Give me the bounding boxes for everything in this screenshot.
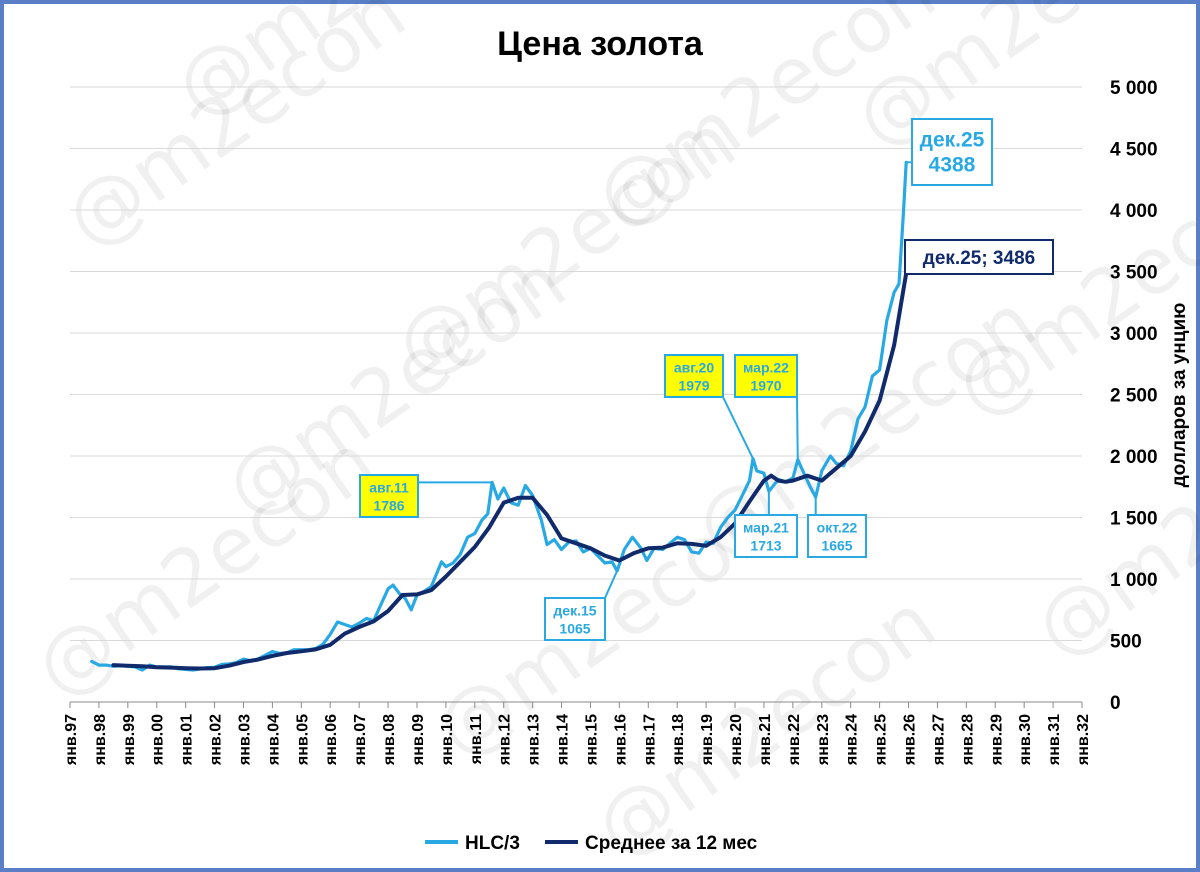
callout-leader bbox=[722, 396, 754, 460]
x-tick-label: янв.17 bbox=[641, 714, 658, 766]
callout-leader bbox=[604, 570, 618, 599]
legend: HLC/3 Среднее за 12 мес bbox=[425, 833, 758, 854]
x-tick-label: янв.07 bbox=[352, 714, 369, 766]
x-tick-label: янв.11 bbox=[468, 714, 485, 765]
x-tick-label: янв.14 bbox=[555, 714, 572, 766]
x-tick-label: янв.19 bbox=[699, 714, 716, 766]
y-tick-labels: 0 500 1 000 1 500 2 000 2 500 3 000 3 500 4 000 4… bbox=[1110, 78, 1158, 714]
y-tick-label: 0 bbox=[1110, 693, 1121, 714]
callout-value: 1665 bbox=[821, 538, 852, 554]
y-axis-label: долларов за унцию bbox=[1169, 303, 1190, 488]
callout-value: 1713 bbox=[750, 538, 781, 554]
watermark-text: @m2econ bbox=[19, 417, 391, 715]
x-tick-label: янв.12 bbox=[497, 714, 514, 766]
callout-label: авг.11 bbox=[369, 480, 409, 496]
y-tick-label: 5 000 bbox=[1110, 78, 1158, 99]
callout-label: дек.25; 3486 bbox=[923, 248, 1035, 269]
x-tick-label: янв.27 bbox=[930, 714, 947, 766]
callout-box bbox=[807, 514, 867, 558]
y-tick-label: 4 500 bbox=[1110, 140, 1158, 161]
callout-label: дек.25 bbox=[920, 129, 985, 152]
y-tick-label: 3 000 bbox=[1110, 324, 1158, 345]
x-tick-label: янв.02 bbox=[208, 714, 225, 766]
callout-box bbox=[734, 514, 798, 558]
x-tick-label: янв.32 bbox=[1075, 714, 1092, 766]
callout-value: 1979 bbox=[678, 378, 709, 394]
callout-label: окт.22 bbox=[817, 520, 858, 536]
x-tick-label: янв.06 bbox=[323, 714, 340, 766]
series-line-avg12 bbox=[111, 271, 909, 671]
x-tick-label: янв.24 bbox=[844, 714, 861, 766]
x-tick-label: янв.04 bbox=[265, 714, 282, 766]
x-tick-label: янв.16 bbox=[612, 714, 629, 766]
x-tick-label: янв.25 bbox=[873, 714, 890, 766]
callout-box bbox=[664, 354, 724, 398]
y-tick-label: 1 000 bbox=[1110, 570, 1158, 591]
x-tick-label: янв.18 bbox=[670, 714, 687, 766]
callout-value: 4388 bbox=[929, 154, 976, 177]
x-tick-label: янв.00 bbox=[150, 714, 167, 766]
x-tick-labels: янв.97 янв.98 янв.99 янв.00 янв.01 янв.02 янв.… bbox=[63, 714, 1092, 766]
callout-leader bbox=[796, 396, 799, 460]
x-tick-label: янв.09 bbox=[410, 714, 427, 766]
callout-value: 1786 bbox=[373, 498, 404, 514]
callouts-layer: авг.11 1786 авг.20 1979 мар.22 1970 дек.15 1065… bbox=[359, 118, 1054, 641]
x-tick-label: янв.03 bbox=[236, 714, 253, 766]
callout-box bbox=[911, 118, 993, 186]
x-tick-label: янв.21 bbox=[757, 714, 774, 766]
callout-label: авг.20 bbox=[674, 360, 714, 376]
x-tick-label: янв.05 bbox=[294, 714, 311, 766]
x-tick-label: янв.97 bbox=[63, 714, 80, 766]
callout-box bbox=[734, 354, 798, 398]
x-tick-label: янв.30 bbox=[1017, 714, 1034, 766]
x-tick-label: янв.23 bbox=[815, 714, 832, 766]
x-tick-label: янв.26 bbox=[902, 714, 919, 766]
y-tick-label: 2 000 bbox=[1110, 447, 1158, 468]
callout-label: мар.21 bbox=[743, 520, 789, 536]
callout-value: 1065 bbox=[559, 621, 590, 637]
x-tick-label: янв.22 bbox=[786, 714, 803, 766]
legend-label: HLC/3 bbox=[465, 833, 520, 854]
x-tick-label: янв.31 bbox=[1046, 714, 1063, 766]
y-tick-label: 1 500 bbox=[1110, 509, 1158, 530]
x-tick-label: янв.98 bbox=[92, 714, 109, 766]
callout-box bbox=[544, 597, 606, 641]
x-tick-label: янв.10 bbox=[439, 714, 456, 766]
x-tick-label: янв.01 bbox=[179, 714, 196, 766]
callout-value: 1970 bbox=[750, 378, 781, 394]
x-tick-label: янв.13 bbox=[526, 714, 543, 766]
callout-box bbox=[904, 239, 1054, 275]
x-tick-label: янв.20 bbox=[728, 714, 745, 766]
legend-label: Среднее за 12 мес bbox=[585, 833, 758, 854]
gridlines bbox=[69, 86, 1083, 708]
callout-label: мар.22 bbox=[743, 360, 789, 376]
x-tick-label: янв.15 bbox=[583, 714, 600, 766]
y-tick-label: 2 500 bbox=[1110, 386, 1158, 407]
x-tick-label: янв.29 bbox=[988, 714, 1005, 766]
y-tick-label: 4 000 bbox=[1110, 201, 1158, 222]
x-tick-label: янв.28 bbox=[959, 714, 976, 766]
y-tick-label: 500 bbox=[1110, 632, 1142, 653]
callout-box bbox=[359, 474, 419, 518]
x-tick-label: янв.99 bbox=[121, 714, 138, 766]
callout-label: дек.15 bbox=[553, 603, 596, 619]
chart-title: Цена золота bbox=[497, 25, 704, 63]
y-tick-label: 3 500 bbox=[1110, 263, 1158, 284]
series-layer bbox=[90, 160, 909, 672]
x-tick-label: янв.08 bbox=[381, 714, 398, 766]
